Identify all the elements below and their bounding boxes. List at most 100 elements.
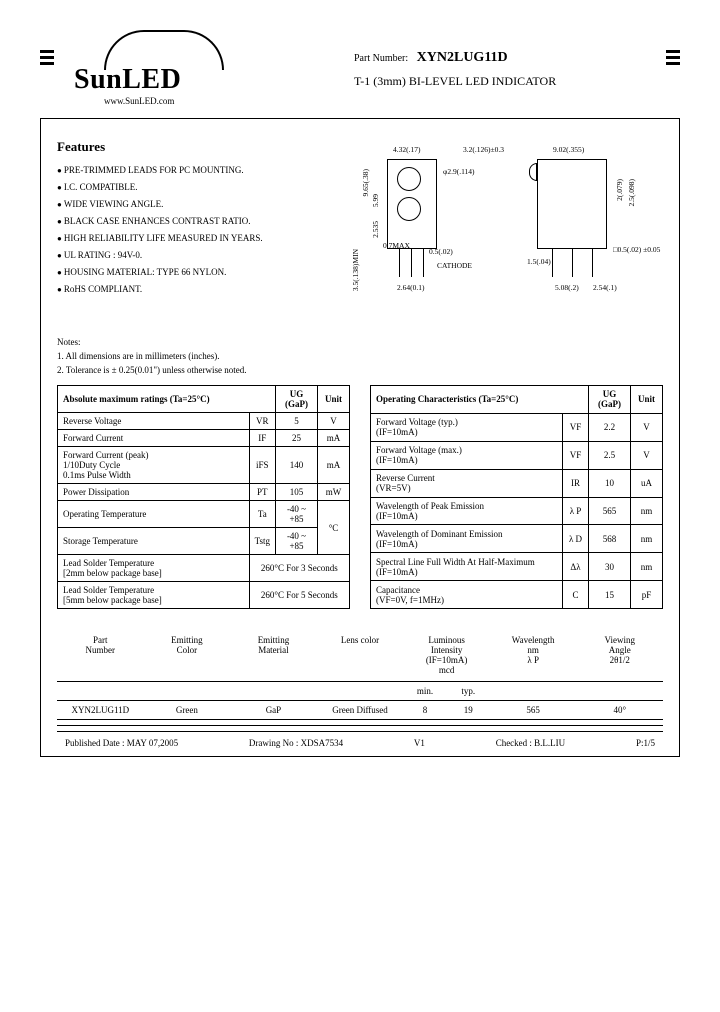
table-cell: Forward Current: [58, 430, 250, 447]
cell-pn: XYN2LUG11D: [57, 705, 144, 715]
col-typ: typ.: [447, 686, 490, 696]
table-cell: V: [318, 413, 350, 430]
col-luminous-intensity: Luminous Intensity (IF=10mA) mcd: [403, 635, 490, 675]
features-heading: Features: [57, 139, 337, 155]
dim-label: 0.7MAX: [383, 241, 410, 250]
dim-label: 2.54(.1): [593, 283, 617, 292]
table-cell: Capacitance (VF=0V, f=1MHz): [371, 581, 563, 609]
table-cell: Lead Solder Temperature [2mm below packa…: [58, 555, 250, 582]
footer-row: Published Date : MAY 07,2005 Drawing No …: [57, 732, 663, 748]
dim-label: 3.2(.126)±0.3: [463, 145, 504, 154]
table-cell: Forward Current (peak) 1/10Duty Cycle 0.…: [58, 447, 250, 484]
feature-item: BLACK CASE ENHANCES CONTRAST RATIO.: [57, 216, 337, 226]
table-cell: 15: [589, 581, 631, 609]
operating-characteristics-table: Operating Characteristics (Ta=25°C) UG (…: [370, 385, 663, 609]
dim-label: 2.535: [371, 221, 380, 238]
mechanical-diagram: 4.32(.17) 3.2(.126)±0.3 9.02(.355) φ2.9(…: [357, 139, 663, 319]
dim-label: 1.5(.04): [527, 257, 551, 266]
table-cell: nm: [631, 497, 663, 525]
table-cell: nm: [631, 553, 663, 581]
dim-label: 3.5(.138)MIN: [351, 249, 360, 291]
dim-label: 2.5(.098): [627, 179, 636, 207]
footer-published: Published Date : MAY 07,2005: [57, 738, 186, 748]
table-cell: VF: [563, 413, 589, 441]
table-cell: 105: [276, 484, 318, 501]
table-cell: C: [563, 581, 589, 609]
feature-item: HIGH RELIABILITY LIFE MEASURED IN YEARS.: [57, 233, 337, 243]
logo-text: SunLED: [74, 64, 274, 96]
summary-table: Part Number Emitting Color Emitting Mate…: [57, 629, 663, 748]
table-cell: 260°C For 3 Seconds: [249, 555, 349, 582]
summary-subheader: min.typ.: [57, 682, 663, 701]
table-cell: mA: [318, 447, 350, 484]
col-viewing-angle: Viewing Angle 2θ1/2: [576, 635, 663, 675]
dim-label: 4.32(.17): [393, 145, 421, 154]
feature-item: PRE-TRIMMED LEADS FOR PC MOUNTING.: [57, 165, 337, 175]
table-cell: 2.5: [589, 441, 631, 469]
table-cell: Wavelength of Peak Emission (IF=10mA): [371, 497, 563, 525]
subtitle: T-1 (3mm) BI-LEVEL LED INDICATOR: [354, 74, 646, 89]
outer-frame: Features PRE-TRIMMED LEADS FOR PC MOUNTI…: [40, 118, 680, 757]
cell-color: Green: [144, 705, 231, 715]
notes: Notes: 1. All dimensions are in millimet…: [57, 337, 663, 375]
cell-typ: 19: [447, 705, 490, 715]
table-cell: 260°C For 5 Seconds: [249, 582, 349, 609]
footer-page: P:1/5: [628, 738, 663, 748]
table-cell: 140: [276, 447, 318, 484]
col-emitting-material: Emitting Material: [230, 635, 317, 675]
table-cell: 30: [589, 553, 631, 581]
cell-angle: 40°: [576, 705, 663, 715]
table-cell: mA: [318, 430, 350, 447]
feature-item: UL RATING : 94V-0.: [57, 250, 337, 260]
table-cell: Reverse Voltage: [58, 413, 250, 430]
table-cell: Δλ: [563, 553, 589, 581]
table-cell: uA: [631, 469, 663, 497]
header: SunLED www.SunLED.com Part Number: XYN2L…: [40, 30, 680, 106]
table-cell: -40 ~ +85: [276, 501, 318, 528]
table-cell: iFS: [249, 447, 275, 484]
abs-title: Absolute maximum ratings (Ta=25°C): [58, 386, 276, 413]
op-title: Operating Characteristics (Ta=25°C): [371, 386, 589, 414]
part-number-label: Part Number:: [354, 53, 408, 64]
note-item: 1. All dimensions are in millimeters (in…: [57, 351, 663, 361]
table-cell: IR: [563, 469, 589, 497]
summary-data-row: XYN2LUG11D Green GaP Green Diffused 819 …: [57, 701, 663, 720]
table-cell: IF: [249, 430, 275, 447]
notes-heading: Notes:: [57, 337, 663, 347]
dim-label: 2(.079): [615, 179, 624, 201]
dim-label: 0.5(.02): [429, 247, 453, 256]
absolute-ratings-table: Absolute maximum ratings (Ta=25°C) UG (G…: [57, 385, 350, 609]
cell-lens: Green Diffused: [317, 705, 404, 715]
note-item: 2. Tolerance is ± 0.25(0.01") unless oth…: [57, 365, 663, 375]
col-wavelength: Wavelength nm λ P: [490, 635, 577, 675]
table-cell: VR: [249, 413, 275, 430]
top-section: Features PRE-TRIMMED LEADS FOR PC MOUNTI…: [57, 139, 663, 319]
col-emitting-color: Emitting Color: [144, 635, 231, 675]
cell-min: 8: [403, 705, 446, 715]
table-cell: Ta: [249, 501, 275, 528]
cell-material: GaP: [230, 705, 317, 715]
footer-drawing-no: Drawing No : XDSA7534: [241, 738, 351, 748]
table-cell: Operating Temperature: [58, 501, 250, 528]
col-min: min.: [403, 686, 446, 696]
abs-col-unit: Unit: [318, 386, 350, 413]
title-block: Part Number: XYN2LUG11D T-1 (3mm) BI-LEV…: [294, 30, 646, 89]
abs-col-mat: UG (GaP): [276, 386, 318, 413]
table-cell: Wavelength of Dominant Emission (IF=10mA…: [371, 525, 563, 553]
dim-label: □0.5(.02) ±0.05: [613, 245, 660, 254]
features-list: PRE-TRIMMED LEADS FOR PC MOUNTING. I.C. …: [57, 165, 337, 294]
dim-label: 5.08(.2): [555, 283, 579, 292]
table-cell: 2.2: [589, 413, 631, 441]
features-column: Features PRE-TRIMMED LEADS FOR PC MOUNTI…: [57, 139, 337, 319]
cathode-label: CATHODE: [437, 261, 472, 270]
logo-block: SunLED www.SunLED.com: [74, 30, 274, 106]
col-lens-color: Lens color: [317, 635, 404, 675]
dim-label: φ2.9(.114): [443, 167, 475, 176]
dim-label: 9.65(.38): [361, 169, 370, 197]
logo-url: www.SunLED.com: [104, 96, 274, 106]
part-number: XYN2LUG11D: [417, 50, 508, 65]
table-cell: PT: [249, 484, 275, 501]
table-cell: Reverse Current (VR=5V): [371, 469, 563, 497]
table-cell: λ P: [563, 497, 589, 525]
table-cell: λ D: [563, 525, 589, 553]
